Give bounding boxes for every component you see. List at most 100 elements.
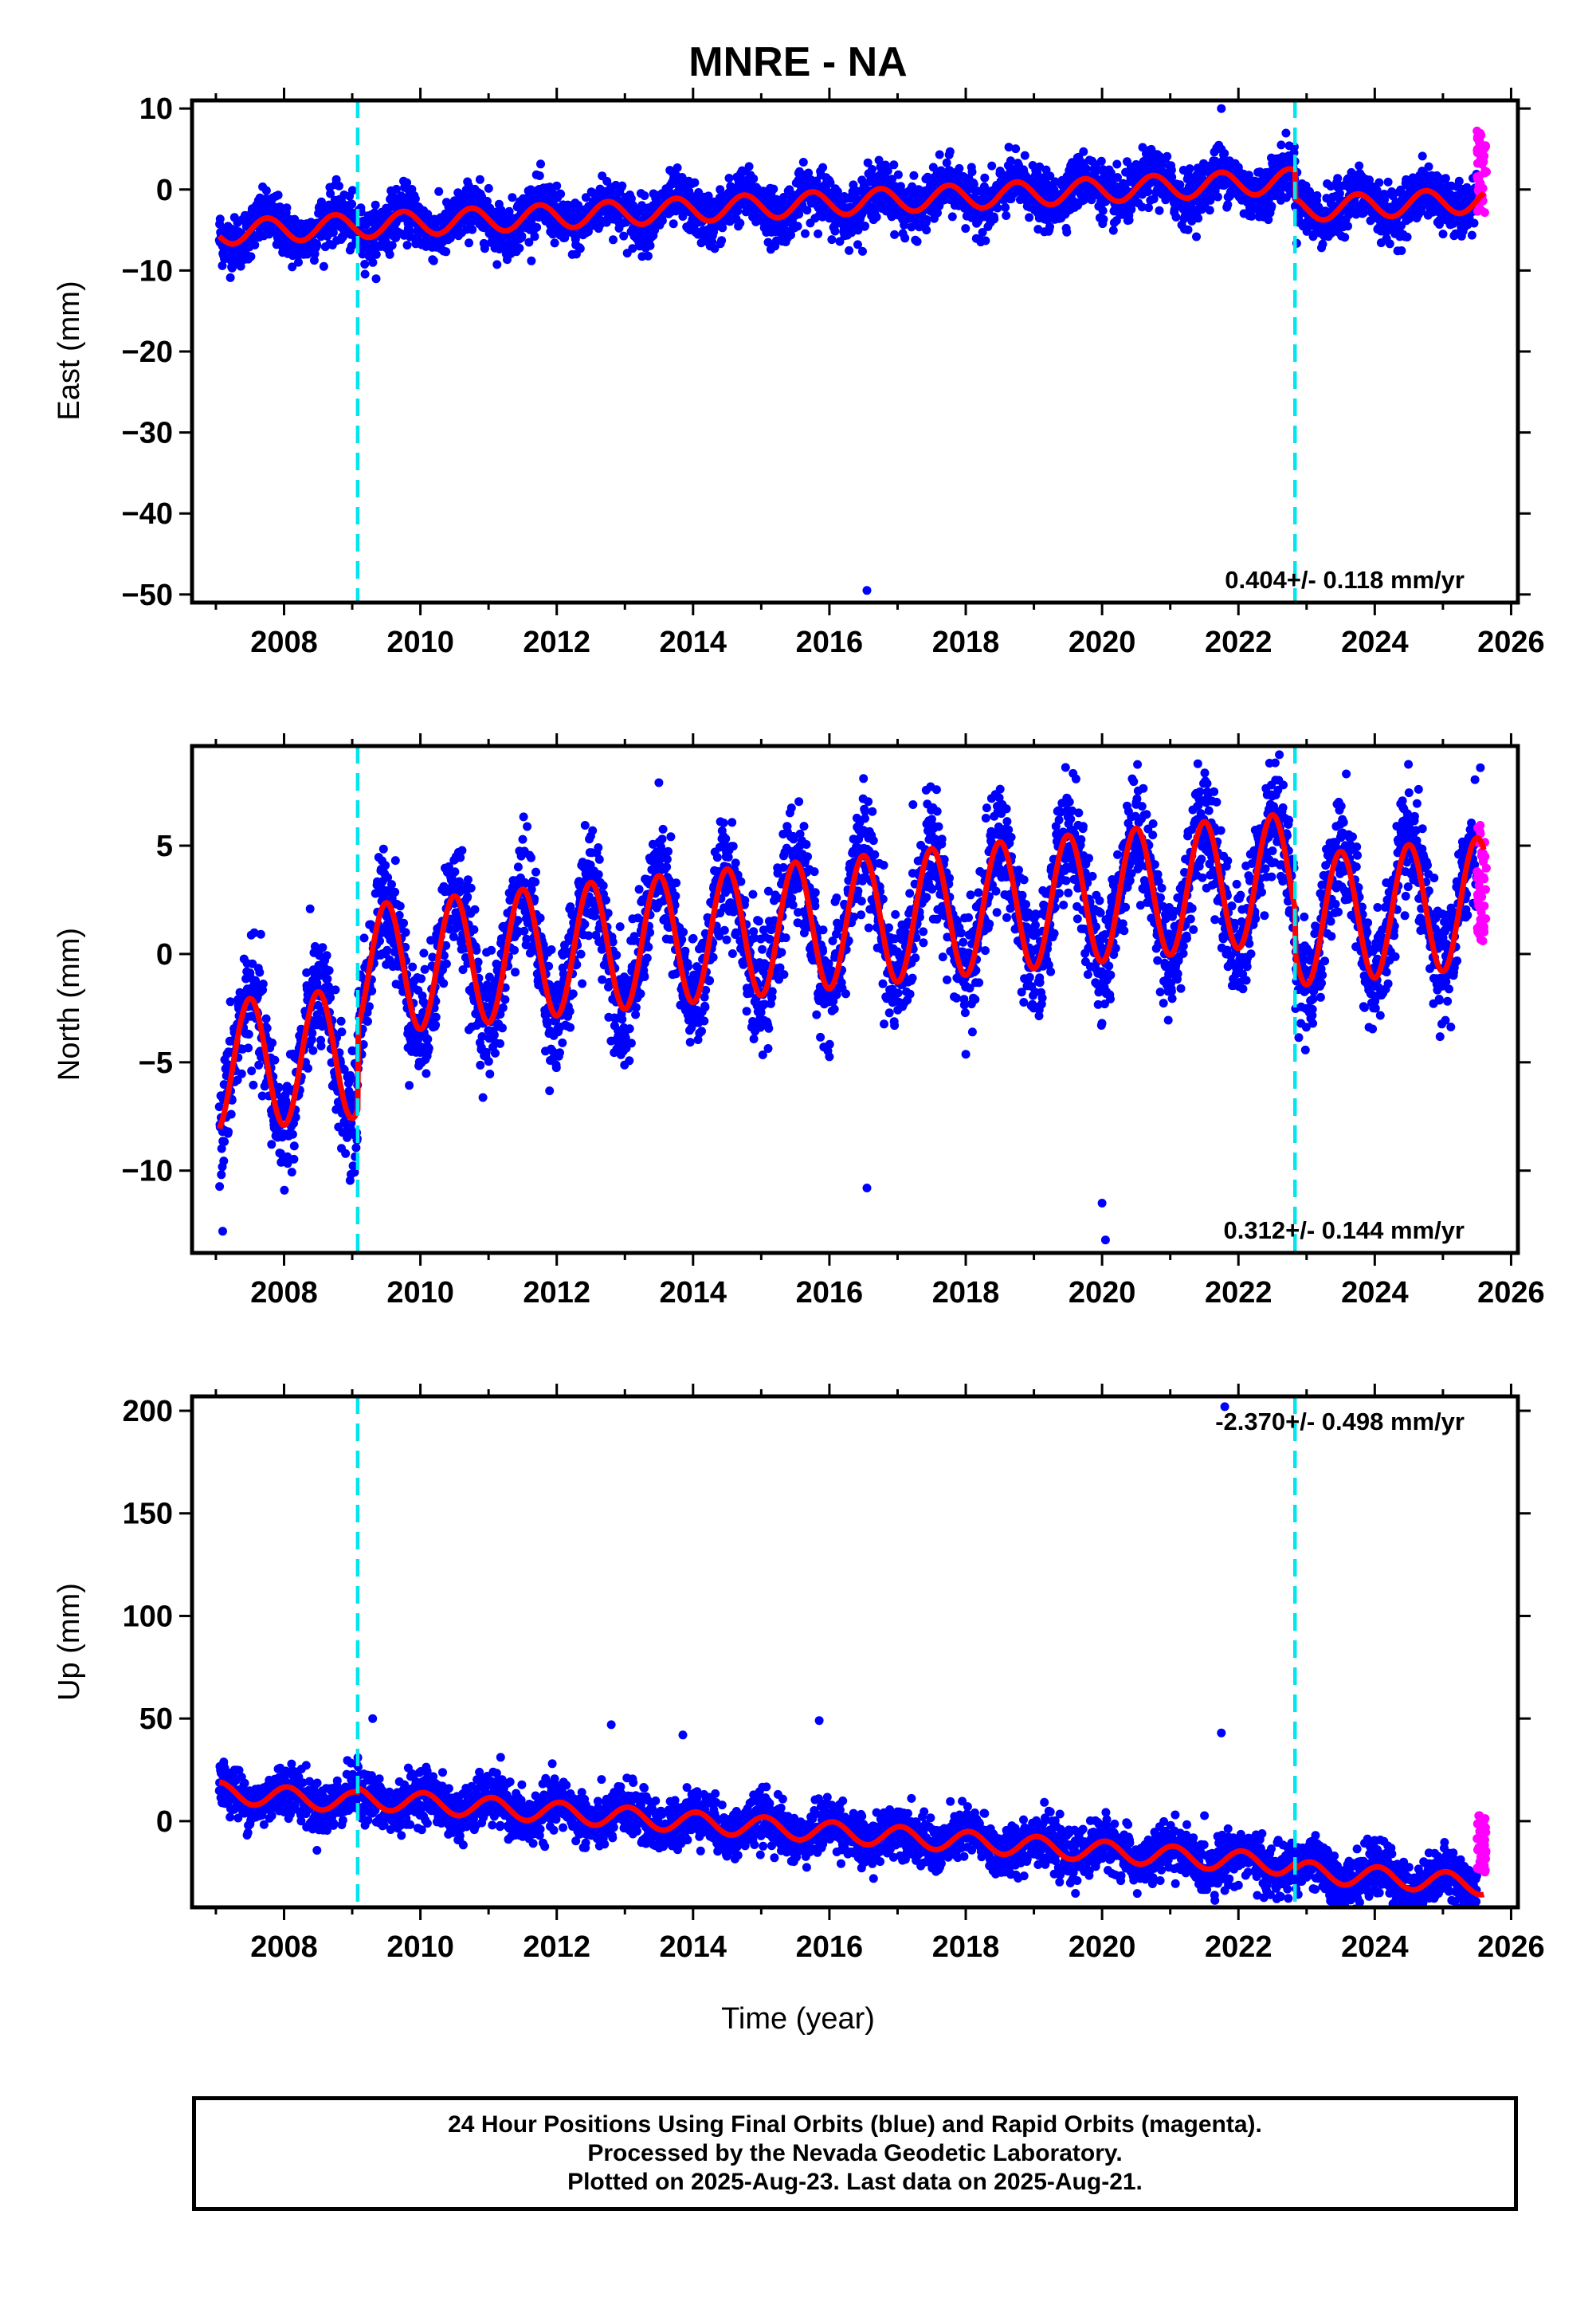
final-point [1108, 226, 1118, 235]
final-point [609, 235, 618, 245]
final-point [524, 238, 534, 247]
x-tick-label: 2018 [932, 626, 1000, 659]
final-point [690, 178, 700, 187]
rapid-point [1472, 132, 1482, 142]
final-point [626, 194, 636, 203]
final-point [280, 1185, 289, 1195]
final-point [515, 243, 524, 253]
final-point [256, 929, 265, 939]
final-point [619, 231, 629, 241]
final-point [922, 215, 931, 224]
final-point [215, 214, 225, 224]
final-point [1333, 174, 1343, 183]
final-point [399, 918, 408, 928]
final-point [482, 197, 492, 206]
panel-frame [190, 98, 1520, 605]
final-point [331, 985, 340, 995]
final-point [378, 844, 388, 854]
final-point [1163, 151, 1172, 161]
y-tick-label: −30 [122, 417, 173, 450]
final-point [1374, 178, 1384, 187]
final-point [387, 880, 396, 889]
final-point [922, 226, 931, 235]
final-point [861, 222, 869, 230]
final-point [893, 170, 903, 179]
x-tick-label: 2012 [523, 626, 590, 659]
final-point [382, 945, 392, 955]
final-point [845, 245, 854, 255]
final-point [889, 160, 899, 170]
final-point [827, 235, 837, 245]
final-point [1099, 214, 1108, 224]
final-point [710, 244, 720, 253]
final-point [967, 167, 977, 177]
final-point [1312, 190, 1322, 200]
plot-area-0 [214, 100, 1491, 603]
rapid-point [1476, 183, 1486, 192]
final-point [1045, 222, 1054, 231]
final-point [890, 230, 900, 239]
y-tick-label: −20 [122, 336, 173, 369]
final-point [254, 1060, 264, 1070]
final-point [1002, 211, 1011, 220]
final-point [1454, 176, 1464, 186]
final-point [247, 1066, 257, 1076]
final-point [769, 184, 778, 194]
final-point [1418, 151, 1427, 161]
final-point [359, 933, 369, 943]
final-point [618, 181, 627, 190]
final-point [1175, 180, 1185, 190]
panel-0: 2008 2010 2012 2014 2016 2018 2020 2022 2024 2026… [122, 88, 1545, 659]
final-point [402, 241, 412, 250]
final-point [560, 233, 570, 242]
final-point [224, 1127, 233, 1137]
final-point [441, 247, 451, 257]
y-tick-label: 0 [156, 174, 173, 207]
final-point [250, 240, 260, 249]
final-point [217, 1170, 226, 1180]
final-point [556, 189, 566, 198]
final-point [244, 1030, 253, 1039]
final-point [1383, 177, 1393, 187]
final-point [814, 229, 823, 238]
final-point [1424, 162, 1433, 171]
final-point [628, 244, 637, 253]
final-point [484, 183, 493, 193]
final-point [801, 229, 810, 238]
final-point [390, 856, 400, 866]
final-point [485, 203, 495, 213]
final-point [287, 1168, 296, 1177]
final-point [312, 241, 322, 250]
final-point [798, 158, 808, 167]
final-point [900, 234, 910, 243]
final-point [395, 901, 405, 911]
final-point [385, 249, 394, 259]
final-point [1155, 206, 1164, 215]
final-point [643, 251, 653, 261]
final-point [249, 1080, 258, 1090]
final-point [945, 147, 955, 156]
y-tick-label: −40 [122, 497, 173, 531]
final-point [236, 261, 245, 271]
final-point [548, 228, 558, 238]
final-point [678, 212, 688, 221]
rapid-point [1473, 206, 1482, 216]
final-point [1112, 159, 1122, 169]
final-point [1082, 164, 1091, 174]
final-point [381, 861, 390, 870]
final-point [818, 163, 828, 172]
final-point [324, 966, 334, 976]
final-point [1267, 202, 1276, 211]
x-tick-label: 2022 [1205, 626, 1272, 659]
plot-area-1 [214, 746, 1491, 1253]
final-point [535, 171, 544, 180]
final-point [226, 1109, 236, 1119]
final-point [387, 241, 397, 250]
final-point [517, 231, 527, 241]
final-point [1205, 206, 1214, 215]
outlier-point [862, 586, 872, 595]
final-point [261, 1014, 271, 1023]
final-point [527, 256, 536, 265]
final-point [392, 184, 401, 194]
final-point [255, 968, 265, 977]
